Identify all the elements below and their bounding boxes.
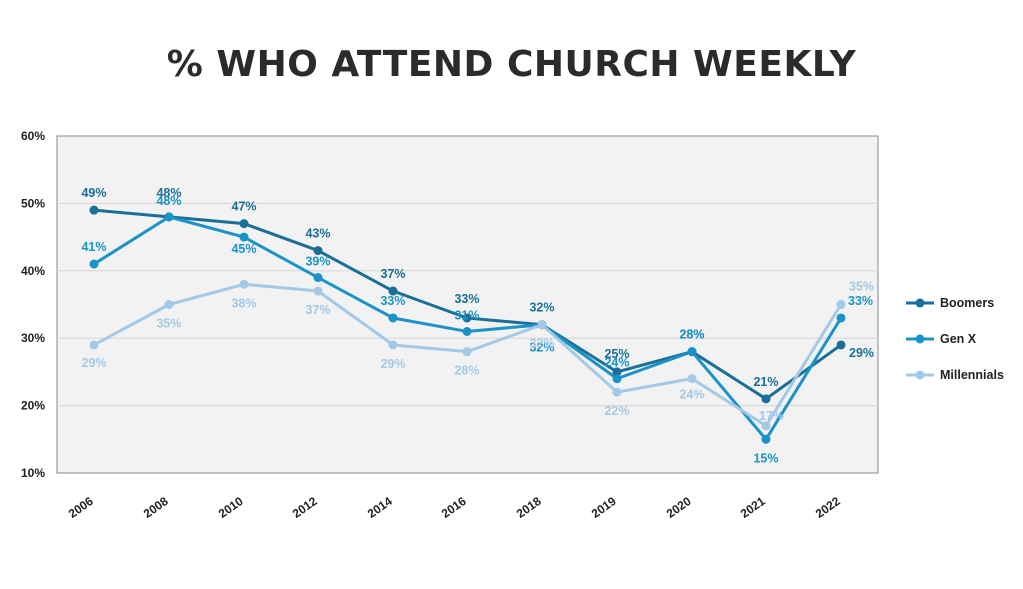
data-point — [388, 340, 398, 350]
data-point — [89, 205, 99, 215]
data-label: 49% — [81, 186, 106, 200]
x-tick-label: 2022 — [813, 494, 843, 521]
data-label: 39% — [305, 255, 330, 269]
data-label: 33% — [380, 294, 405, 308]
data-label: 28% — [679, 328, 704, 342]
data-point — [239, 219, 249, 229]
data-label: 47% — [231, 200, 256, 214]
data-label: 48% — [156, 194, 181, 208]
data-point — [462, 326, 472, 336]
data-label: 28% — [454, 364, 479, 378]
x-tick-label: 2018 — [514, 494, 544, 521]
data-label: 29% — [81, 356, 106, 370]
data-point — [89, 259, 99, 269]
data-point — [388, 313, 398, 323]
data-label: 32% — [529, 337, 554, 351]
legend-entry: Boomers — [940, 296, 994, 310]
y-tick-label: 20% — [21, 399, 45, 413]
x-tick-label: 2019 — [589, 494, 619, 521]
data-point — [313, 273, 323, 283]
x-tick-label: 2006 — [66, 494, 96, 521]
data-label: 28% — [679, 328, 704, 342]
x-tick-label: 2021 — [738, 494, 768, 521]
data-point — [836, 313, 846, 323]
data-point — [388, 286, 398, 296]
x-tick-label: 2010 — [216, 494, 246, 521]
data-point — [836, 340, 846, 350]
data-point — [612, 367, 622, 377]
data-point — [313, 286, 323, 296]
data-label: 21% — [753, 375, 778, 389]
data-point — [164, 212, 174, 222]
data-label: 24% — [604, 356, 629, 370]
x-tick-label: 2014 — [365, 494, 395, 521]
legend-marker — [915, 334, 925, 344]
y-tick-label: 10% — [21, 466, 45, 480]
data-label: 41% — [81, 240, 106, 254]
data-label: 32% — [529, 301, 554, 315]
legend-entry: Gen X — [940, 332, 977, 346]
data-point — [612, 374, 622, 384]
chart-title: % WHO ATTEND CHURCH WEEKLY — [166, 44, 857, 85]
data-label: 35% — [849, 280, 874, 294]
data-label: 29% — [380, 357, 405, 371]
data-point — [239, 279, 249, 289]
data-label: 45% — [231, 242, 256, 256]
data-label: 33% — [454, 292, 479, 306]
data-label: 31% — [454, 308, 479, 322]
legend-marker — [915, 298, 925, 308]
x-tick-label: 2012 — [290, 494, 320, 521]
data-label: 15% — [753, 451, 778, 465]
data-point — [687, 374, 697, 384]
y-tick-label: 30% — [21, 331, 45, 345]
data-point — [462, 347, 472, 357]
legend-entry: Millennials — [940, 368, 1004, 382]
y-tick-label: 40% — [21, 264, 45, 278]
data-point — [687, 347, 697, 357]
data-label: 24% — [679, 388, 704, 402]
x-tick-label: 2020 — [664, 494, 694, 521]
data-point — [462, 313, 472, 323]
data-point — [537, 320, 547, 330]
data-point — [836, 300, 846, 309]
data-label: 35% — [156, 317, 181, 331]
data-label: 37% — [380, 267, 405, 281]
data-point — [239, 232, 249, 242]
x-tick-label: 2016 — [439, 494, 469, 521]
data-point — [89, 340, 99, 350]
data-label: 33% — [848, 294, 873, 308]
data-label: 37% — [305, 303, 330, 317]
data-label: 29% — [849, 346, 874, 360]
y-tick-label: 50% — [21, 196, 45, 210]
data-point — [164, 300, 174, 309]
legend-marker — [915, 370, 925, 380]
data-label: 17% — [759, 409, 784, 423]
data-point — [761, 434, 771, 444]
plot-area — [56, 135, 879, 474]
data-point — [761, 421, 771, 431]
data-label: 22% — [604, 404, 629, 418]
data-point — [761, 394, 771, 404]
data-label: 25% — [604, 347, 629, 361]
data-label: 43% — [305, 227, 330, 241]
data-label: 38% — [231, 296, 256, 310]
y-tick-label: 60% — [21, 129, 45, 143]
x-tick-label: 2008 — [141, 494, 171, 521]
data-point — [612, 387, 622, 397]
data-label: 32% — [529, 341, 554, 355]
data-label: 48% — [156, 186, 181, 200]
data-point — [313, 246, 323, 256]
